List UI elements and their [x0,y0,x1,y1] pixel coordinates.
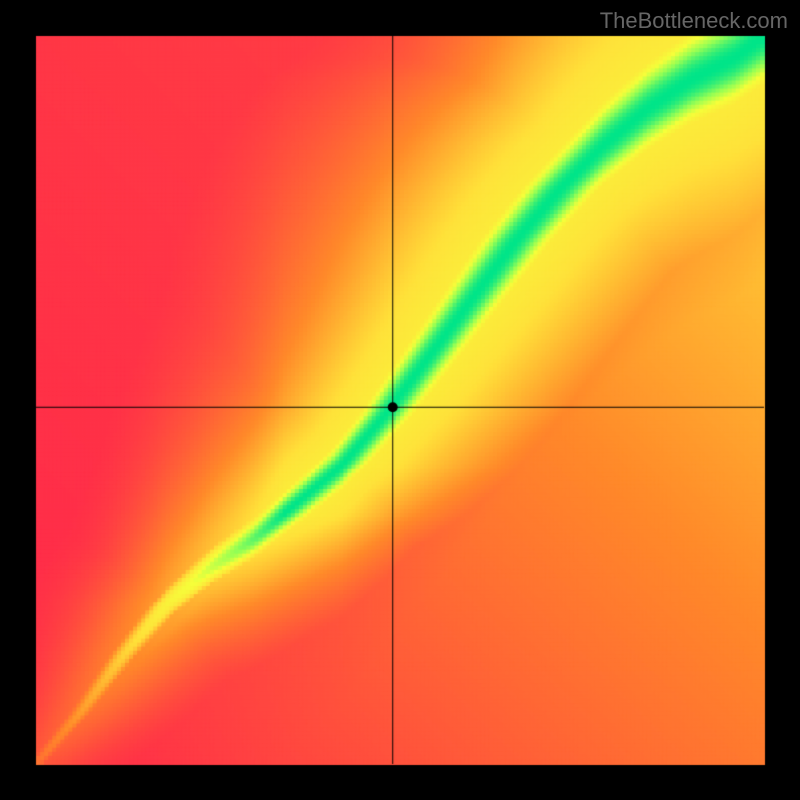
bottleneck-heatmap [0,0,800,800]
watermark-text: TheBottleneck.com [600,8,788,34]
chart-container: TheBottleneck.com [0,0,800,800]
